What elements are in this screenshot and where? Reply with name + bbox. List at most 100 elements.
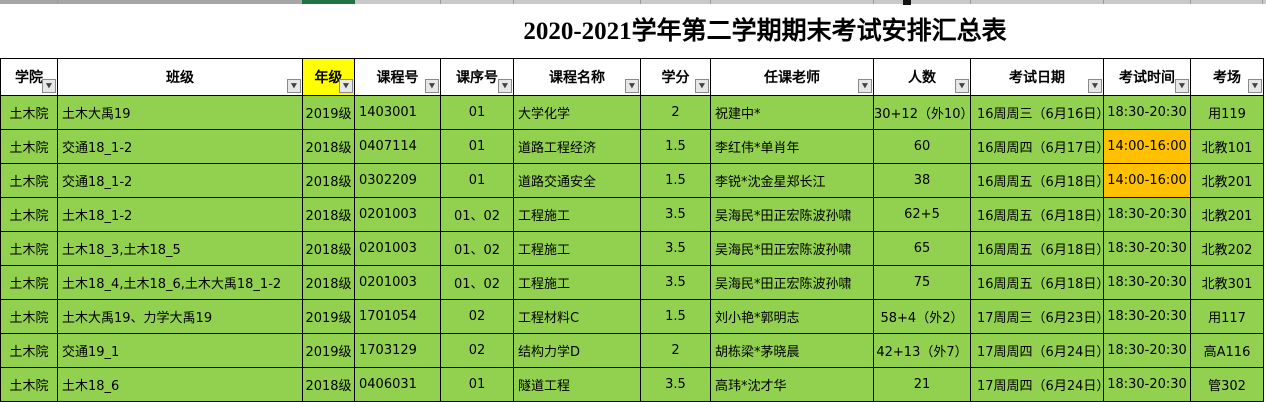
- filter-button[interactable]: ▼: [1088, 79, 1102, 93]
- cell-course-id[interactable]: 1703129: [354, 333, 441, 368]
- filter-button[interactable]: ▼: [425, 79, 439, 93]
- cell-grade[interactable]: 2018级: [302, 197, 355, 232]
- cell-course-id[interactable]: 0407114: [354, 129, 441, 164]
- cell-college[interactable]: 土木院: [0, 367, 58, 402]
- cell-college[interactable]: 土木院: [0, 163, 58, 198]
- header-grade[interactable]: 年级 ▼: [302, 58, 355, 96]
- cell-course-id[interactable]: 0201003: [354, 231, 441, 266]
- cell-room[interactable]: 用117: [1190, 299, 1264, 334]
- cell-credits[interactable]: 2: [640, 95, 711, 130]
- cell-exam-time[interactable]: 18:30-20:30: [1103, 95, 1191, 130]
- cell-class[interactable]: 土木18_4,土木18_6,土木大禹18_1-2: [57, 265, 303, 300]
- cell-course-name[interactable]: 隧道工程: [513, 367, 641, 402]
- cell-room[interactable]: 北教201: [1190, 163, 1264, 198]
- header-room[interactable]: 考场 ▼: [1190, 58, 1264, 96]
- cell-teacher[interactable]: 吴海民*田正宏陈波孙啸: [710, 265, 874, 300]
- cell-exam-date[interactable]: 16周周五（6月18日）: [970, 163, 1104, 198]
- cell-count[interactable]: 38: [873, 163, 971, 198]
- cell-college[interactable]: 土木院: [0, 333, 58, 368]
- cell-credits[interactable]: 1.5: [640, 299, 711, 334]
- cell-grade[interactable]: 2019级: [302, 95, 355, 130]
- cell-exam-time[interactable]: 18:30-20:30: [1103, 299, 1191, 334]
- cell-course-name[interactable]: 大学化学: [513, 95, 641, 130]
- cell-class[interactable]: 土木18_3,土木18_5: [57, 231, 303, 266]
- cell-class[interactable]: 交通18_1-2: [57, 163, 303, 198]
- cell-course-name[interactable]: 结构力学D: [513, 333, 641, 368]
- filter-button[interactable]: ▼: [498, 79, 512, 93]
- header-class[interactable]: 班级 ▼: [57, 58, 303, 96]
- filter-button[interactable]: ▼: [1248, 79, 1262, 93]
- filter-button[interactable]: ▼: [955, 79, 969, 93]
- cell-exam-date[interactable]: 17周周四（6月24日）: [970, 367, 1104, 402]
- cell-course-seq[interactable]: 01: [440, 95, 514, 130]
- cell-exam-time[interactable]: 18:30-20:30: [1103, 231, 1191, 266]
- cell-class[interactable]: 土木18_1-2: [57, 197, 303, 232]
- cell-count[interactable]: 58+4（外2）: [873, 299, 971, 334]
- cell-teacher[interactable]: 祝建中*: [710, 95, 874, 130]
- cell-course-id[interactable]: 0406031: [354, 367, 441, 402]
- cell-room[interactable]: 北教101: [1190, 129, 1264, 164]
- cell-class[interactable]: 交通18_1-2: [57, 129, 303, 164]
- cell-credits[interactable]: 1.5: [640, 129, 711, 164]
- cell-grade[interactable]: 2018级: [302, 265, 355, 300]
- cell-room[interactable]: 北教301: [1190, 265, 1264, 300]
- cell-exam-time[interactable]: 14:00-16:00: [1103, 163, 1191, 198]
- cell-course-seq[interactable]: 01、02: [440, 265, 514, 300]
- cell-course-seq[interactable]: 02: [440, 299, 514, 334]
- cell-college[interactable]: 土木院: [0, 197, 58, 232]
- cell-grade[interactable]: 2018级: [302, 231, 355, 266]
- cell-course-id[interactable]: 0302209: [354, 163, 441, 198]
- filter-button[interactable]: ▼: [42, 79, 56, 93]
- cell-exam-time[interactable]: 18:30-20:30: [1103, 367, 1191, 402]
- cell-grade[interactable]: 2018级: [302, 129, 355, 164]
- cell-teacher[interactable]: 吴海民*田正宏陈波孙啸: [710, 197, 874, 232]
- cell-teacher[interactable]: 胡栋梁*茅晓晨: [710, 333, 874, 368]
- cell-credits[interactable]: 1.5: [640, 163, 711, 198]
- cell-college[interactable]: 土木院: [0, 265, 58, 300]
- filter-button[interactable]: ▼: [695, 79, 709, 93]
- header-exam-time[interactable]: 考试时间 ▼: [1103, 58, 1191, 96]
- header-teacher[interactable]: 任课老师 ▼: [710, 58, 874, 96]
- cell-exam-date[interactable]: 16周周五（6月18日）: [970, 231, 1104, 266]
- cell-count[interactable]: 21: [873, 367, 971, 402]
- cell-credits[interactable]: 3.5: [640, 197, 711, 232]
- cell-course-seq[interactable]: 01、02: [440, 231, 514, 266]
- cell-teacher[interactable]: 吴海民*田正宏陈波孙啸: [710, 231, 874, 266]
- cell-class[interactable]: 交通19_1: [57, 333, 303, 368]
- cell-room[interactable]: 高A116: [1190, 333, 1264, 368]
- filter-button[interactable]: ▼: [339, 79, 353, 93]
- cell-teacher[interactable]: 刘小艳*郭明志: [710, 299, 874, 334]
- filter-button[interactable]: ▼: [1175, 79, 1189, 93]
- cell-course-seq[interactable]: 01、02: [440, 197, 514, 232]
- header-course-seq[interactable]: 课序号 ▼: [440, 58, 514, 96]
- cell-course-name[interactable]: 道路交通安全: [513, 163, 641, 198]
- cell-course-name[interactable]: 工程施工: [513, 197, 641, 232]
- cell-grade[interactable]: 2018级: [302, 163, 355, 198]
- cell-credits[interactable]: 3.5: [640, 265, 711, 300]
- cell-room[interactable]: 北教201: [1190, 197, 1264, 232]
- cell-course-id[interactable]: 1701054: [354, 299, 441, 334]
- cell-count[interactable]: 60: [873, 129, 971, 164]
- header-credits[interactable]: 学分 ▼: [640, 58, 711, 96]
- cell-count[interactable]: 30+12（外10）: [873, 95, 971, 130]
- cell-college[interactable]: 土木院: [0, 231, 58, 266]
- cell-count[interactable]: 75: [873, 265, 971, 300]
- cell-teacher[interactable]: 高玮*沈才华: [710, 367, 874, 402]
- filter-button[interactable]: ▼: [858, 79, 872, 93]
- cell-grade[interactable]: 2019级: [302, 333, 355, 368]
- cell-course-name[interactable]: 工程施工: [513, 231, 641, 266]
- cell-credits[interactable]: 2: [640, 333, 711, 368]
- cell-college[interactable]: 土木院: [0, 299, 58, 334]
- header-college[interactable]: 学院 ▼: [0, 58, 58, 96]
- cell-exam-date[interactable]: 16周周五（6月18日）: [970, 197, 1104, 232]
- cell-count[interactable]: 62+5: [873, 197, 971, 232]
- cell-count[interactable]: 42+13（外7）: [873, 333, 971, 368]
- cell-class[interactable]: 土木大禹19: [57, 95, 303, 130]
- cell-room[interactable]: 用119: [1190, 95, 1264, 130]
- cell-exam-time[interactable]: 18:30-20:30: [1103, 333, 1191, 368]
- cell-course-id[interactable]: 0201003: [354, 197, 441, 232]
- cell-college[interactable]: 土木院: [0, 95, 58, 130]
- filter-button[interactable]: ▼: [625, 79, 639, 93]
- cell-count[interactable]: 65: [873, 231, 971, 266]
- cell-credits[interactable]: 3.5: [640, 231, 711, 266]
